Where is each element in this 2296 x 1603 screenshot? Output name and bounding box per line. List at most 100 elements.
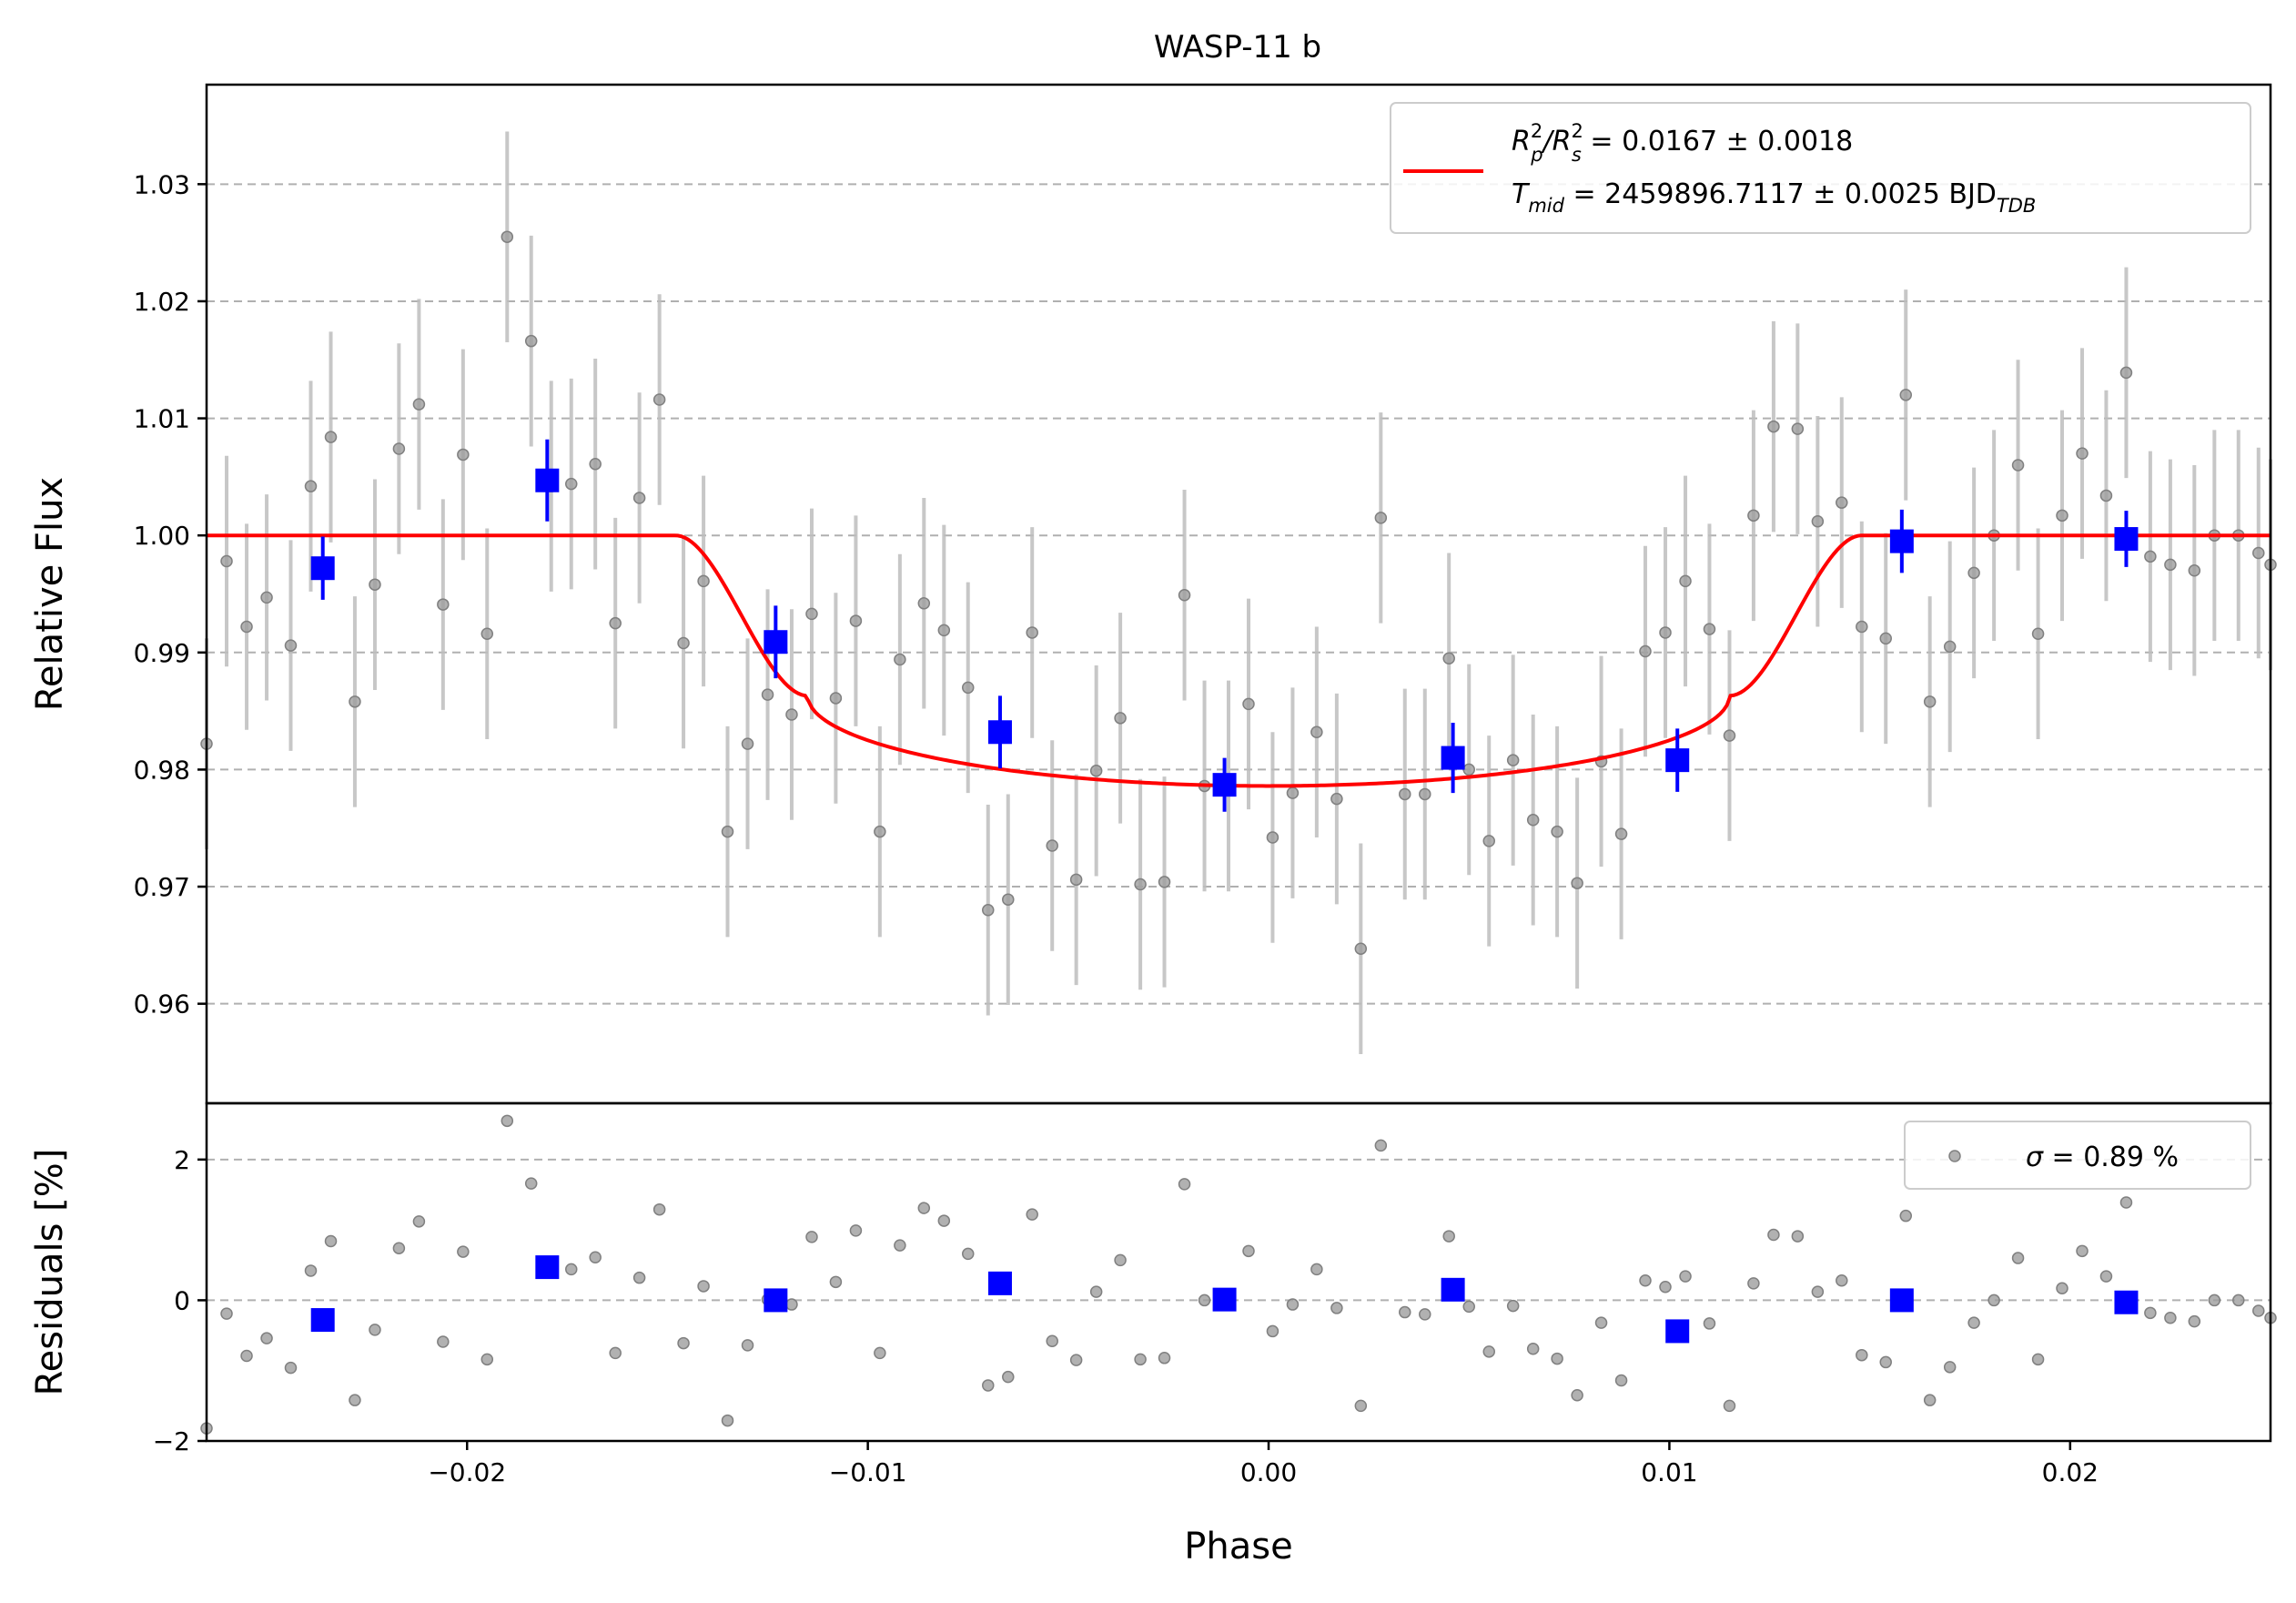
raw-flux-point bbox=[1330, 792, 1343, 806]
x-tick-label: −0.01 bbox=[829, 1457, 907, 1487]
raw-residual-point bbox=[697, 1280, 710, 1293]
raw-flux-points bbox=[200, 131, 2277, 1054]
raw-flux-point bbox=[1856, 620, 1868, 634]
legend-rs-sub: s bbox=[1572, 144, 1582, 166]
raw-residual-point bbox=[1856, 1348, 1868, 1362]
binned-flux-point bbox=[2114, 527, 2139, 552]
raw-flux-point bbox=[1943, 640, 1957, 654]
raw-flux-point bbox=[437, 598, 450, 611]
raw-flux-point bbox=[1506, 754, 1520, 766]
raw-residual-point bbox=[1836, 1274, 1848, 1287]
binned-residual-point bbox=[1212, 1287, 1237, 1312]
binned-residual-point bbox=[1441, 1277, 1465, 1302]
raw-flux-point bbox=[1571, 877, 1583, 889]
raw-flux-point bbox=[1679, 574, 1692, 588]
x-tick-label: 0.02 bbox=[2042, 1457, 2099, 1487]
raw-residual-point bbox=[2232, 1294, 2245, 1307]
raw-flux-point bbox=[2056, 509, 2068, 522]
raw-residual-point bbox=[1943, 1361, 1957, 1374]
raw-residual-point bbox=[937, 1214, 951, 1227]
raw-residual-point bbox=[1399, 1305, 1411, 1319]
raw-flux-point bbox=[1747, 509, 1760, 522]
raw-flux-point bbox=[1026, 626, 1038, 639]
raw-flux-point bbox=[937, 624, 951, 637]
x-tick-label: −0.02 bbox=[428, 1457, 506, 1487]
raw-residual-point bbox=[652, 1202, 666, 1216]
raw-flux-point bbox=[849, 614, 863, 627]
top-y-tick-label: 0.98 bbox=[134, 755, 190, 785]
raw-flux-point bbox=[1482, 835, 1495, 847]
raw-flux-point bbox=[1069, 873, 1083, 887]
raw-residual-point bbox=[632, 1271, 646, 1284]
raw-residual-point bbox=[1767, 1228, 1780, 1242]
raw-flux-point bbox=[501, 230, 514, 243]
raw-residual-point bbox=[284, 1361, 298, 1375]
raw-residual-point bbox=[829, 1275, 843, 1289]
raw-residual-point bbox=[1198, 1294, 1211, 1307]
raw-residual-point bbox=[917, 1202, 931, 1214]
raw-residual-point bbox=[961, 1247, 975, 1261]
bottom-legend: σ = 0.89 % bbox=[1904, 1121, 2251, 1190]
raw-flux-point bbox=[1354, 942, 1368, 955]
raw-flux-point bbox=[2076, 447, 2089, 460]
raw-residual-point bbox=[2031, 1353, 2045, 1366]
raw-residual-point bbox=[524, 1177, 538, 1190]
raw-residual-point bbox=[982, 1379, 995, 1392]
x-ticks: −0.02 −0.01 0.00 0.01 0.02 bbox=[428, 1441, 2099, 1487]
top-panel-frame bbox=[205, 83, 2272, 1105]
raw-residual-point bbox=[741, 1339, 754, 1352]
raw-residual-point bbox=[1571, 1389, 1583, 1402]
raw-flux-point bbox=[2119, 366, 2133, 380]
raw-residual-point bbox=[1002, 1370, 1015, 1384]
x-axis-label: Phase bbox=[1184, 1526, 1292, 1567]
raw-flux-point bbox=[1639, 644, 1652, 658]
raw-flux-point bbox=[1266, 831, 1279, 844]
raw-flux-point bbox=[761, 688, 774, 701]
raw-residual-point bbox=[1899, 1209, 1912, 1223]
raw-residual-point bbox=[1482, 1345, 1495, 1358]
raw-flux-point bbox=[2011, 459, 2025, 472]
raw-residual-point bbox=[1679, 1270, 1692, 1283]
top-y-tick-label: 0.96 bbox=[134, 989, 190, 1020]
raw-residual-point bbox=[392, 1242, 406, 1254]
raw-flux-point bbox=[829, 692, 843, 705]
raw-flux-point bbox=[220, 554, 233, 568]
raw-residual-point bbox=[240, 1349, 253, 1363]
raw-flux-point bbox=[917, 597, 931, 610]
raw-flux-point bbox=[2144, 550, 2157, 563]
raw-residual-point bbox=[1923, 1394, 1937, 1406]
raw-residual-point bbox=[1134, 1353, 1147, 1366]
raw-flux-point bbox=[260, 591, 273, 604]
raw-flux-point bbox=[1158, 876, 1171, 888]
binned-flux-point bbox=[310, 556, 335, 581]
bottom-gridlines bbox=[207, 1158, 2271, 1442]
raw-residual-point bbox=[1178, 1178, 1191, 1191]
legend-depth-value: = 0.0167 ± 0.0018 bbox=[1582, 126, 1853, 157]
raw-flux-point bbox=[589, 457, 602, 471]
legend-rp: R bbox=[1512, 126, 1531, 157]
legend-tdb-sub: TDB bbox=[1997, 195, 2036, 217]
bottom-y-tick-label: −2 bbox=[153, 1426, 190, 1456]
raw-flux-point bbox=[240, 620, 253, 634]
raw-residual-point bbox=[1988, 1294, 2000, 1307]
top-y-axis-label: Relative Flux bbox=[29, 477, 71, 711]
raw-flux-point bbox=[2031, 627, 2045, 640]
raw-flux-point bbox=[1811, 515, 1825, 528]
raw-flux-point bbox=[284, 639, 298, 652]
raw-residual-point bbox=[412, 1215, 426, 1228]
binned-residual-point bbox=[535, 1255, 560, 1280]
bottom-legend-box bbox=[1904, 1121, 2251, 1190]
raw-residual-point bbox=[2056, 1282, 2068, 1295]
raw-residual-point bbox=[2011, 1252, 2025, 1264]
raw-residual-point bbox=[609, 1346, 622, 1360]
raw-residual-point bbox=[1791, 1230, 1805, 1243]
raw-residual-point bbox=[480, 1353, 494, 1366]
raw-residual-point bbox=[677, 1336, 690, 1350]
top-y-tick-label: 1.03 bbox=[134, 169, 190, 199]
raw-residual-point bbox=[1551, 1352, 1563, 1365]
raw-flux-point bbox=[1899, 389, 1912, 401]
top-y-tick-label: 1.00 bbox=[134, 521, 190, 551]
raw-flux-point bbox=[1089, 764, 1103, 777]
raw-flux-point bbox=[1242, 697, 1255, 711]
